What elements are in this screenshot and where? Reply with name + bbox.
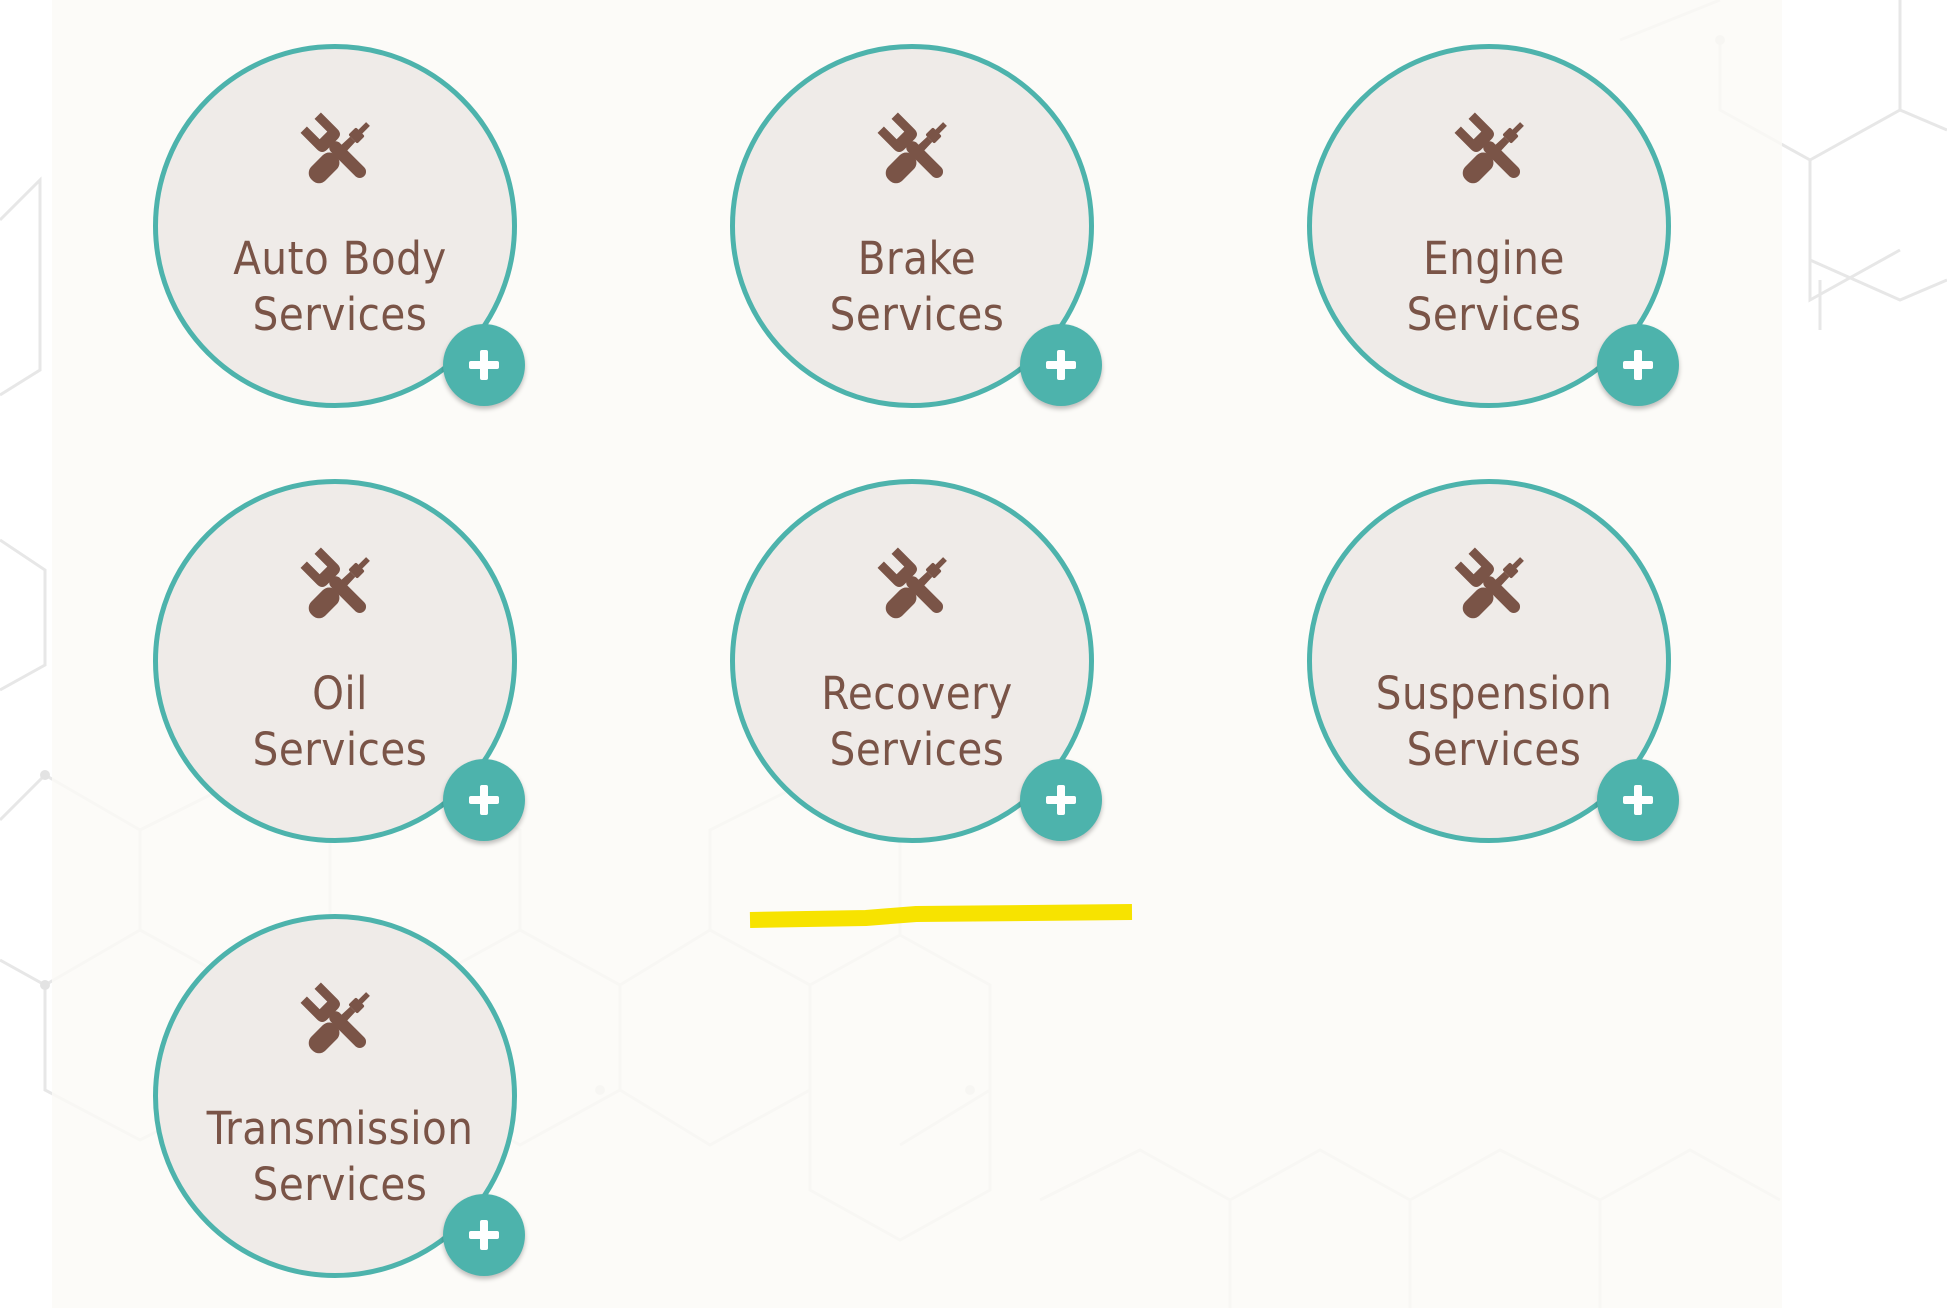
service-title-line1: Brake bbox=[857, 232, 977, 285]
service-card-brake[interactable]: Brake Services bbox=[730, 44, 1102, 408]
service-title-line2: Services bbox=[1406, 723, 1582, 776]
service-title-line1: Suspension bbox=[1375, 667, 1613, 720]
service-title: Oil Services bbox=[178, 666, 502, 778]
service-circle[interactable]: Brake Services bbox=[730, 44, 1094, 408]
service-title-line2: Services bbox=[252, 1158, 428, 1211]
service-card-oil[interactable]: Oil Services bbox=[153, 479, 525, 843]
service-card-engine[interactable]: Engine Services bbox=[1307, 44, 1679, 408]
service-card-auto-body[interactable]: Auto Body Services bbox=[153, 44, 525, 408]
plus-button[interactable] bbox=[443, 1194, 525, 1276]
service-title: Recovery Services bbox=[755, 666, 1079, 778]
plus-button[interactable] bbox=[443, 759, 525, 841]
service-title-line2: Services bbox=[829, 723, 1005, 776]
plus-button[interactable] bbox=[1020, 759, 1102, 841]
service-title: Transmission Services bbox=[178, 1101, 502, 1213]
service-title-line1: Transmission bbox=[206, 1102, 474, 1155]
service-title: Suspension Services bbox=[1332, 666, 1656, 778]
service-card-transmission[interactable]: Transmission Services bbox=[153, 914, 525, 1278]
tools-icon bbox=[300, 112, 370, 188]
tools-icon bbox=[1454, 547, 1524, 623]
tools-icon bbox=[300, 547, 370, 623]
tools-icon bbox=[877, 112, 947, 188]
tools-icon bbox=[877, 547, 947, 623]
service-title-line2: Services bbox=[1406, 288, 1582, 341]
service-title: Brake Services bbox=[755, 231, 1079, 343]
service-title-line1: Recovery bbox=[821, 667, 1013, 720]
plus-button[interactable] bbox=[443, 324, 525, 406]
yellow-highlight-stroke bbox=[749, 904, 1133, 928]
plus-button[interactable] bbox=[1020, 324, 1102, 406]
service-title-line1: Oil bbox=[312, 667, 368, 720]
tools-icon bbox=[300, 982, 370, 1058]
service-circle[interactable]: Suspension Services bbox=[1307, 479, 1671, 843]
service-title-line1: Engine bbox=[1423, 232, 1565, 285]
service-title: Auto Body Services bbox=[178, 231, 502, 343]
service-title-line2: Services bbox=[829, 288, 1005, 341]
service-card-recovery[interactable]: Recovery Services bbox=[730, 479, 1102, 843]
service-title-line2: Services bbox=[252, 723, 428, 776]
tools-icon bbox=[1454, 112, 1524, 188]
service-card-suspension[interactable]: Suspension Services bbox=[1307, 479, 1679, 843]
service-title: Engine Services bbox=[1332, 231, 1656, 343]
plus-button[interactable] bbox=[1597, 324, 1679, 406]
service-title-line2: Services bbox=[252, 288, 428, 341]
service-title-line1: Auto Body bbox=[233, 232, 447, 285]
plus-button[interactable] bbox=[1597, 759, 1679, 841]
